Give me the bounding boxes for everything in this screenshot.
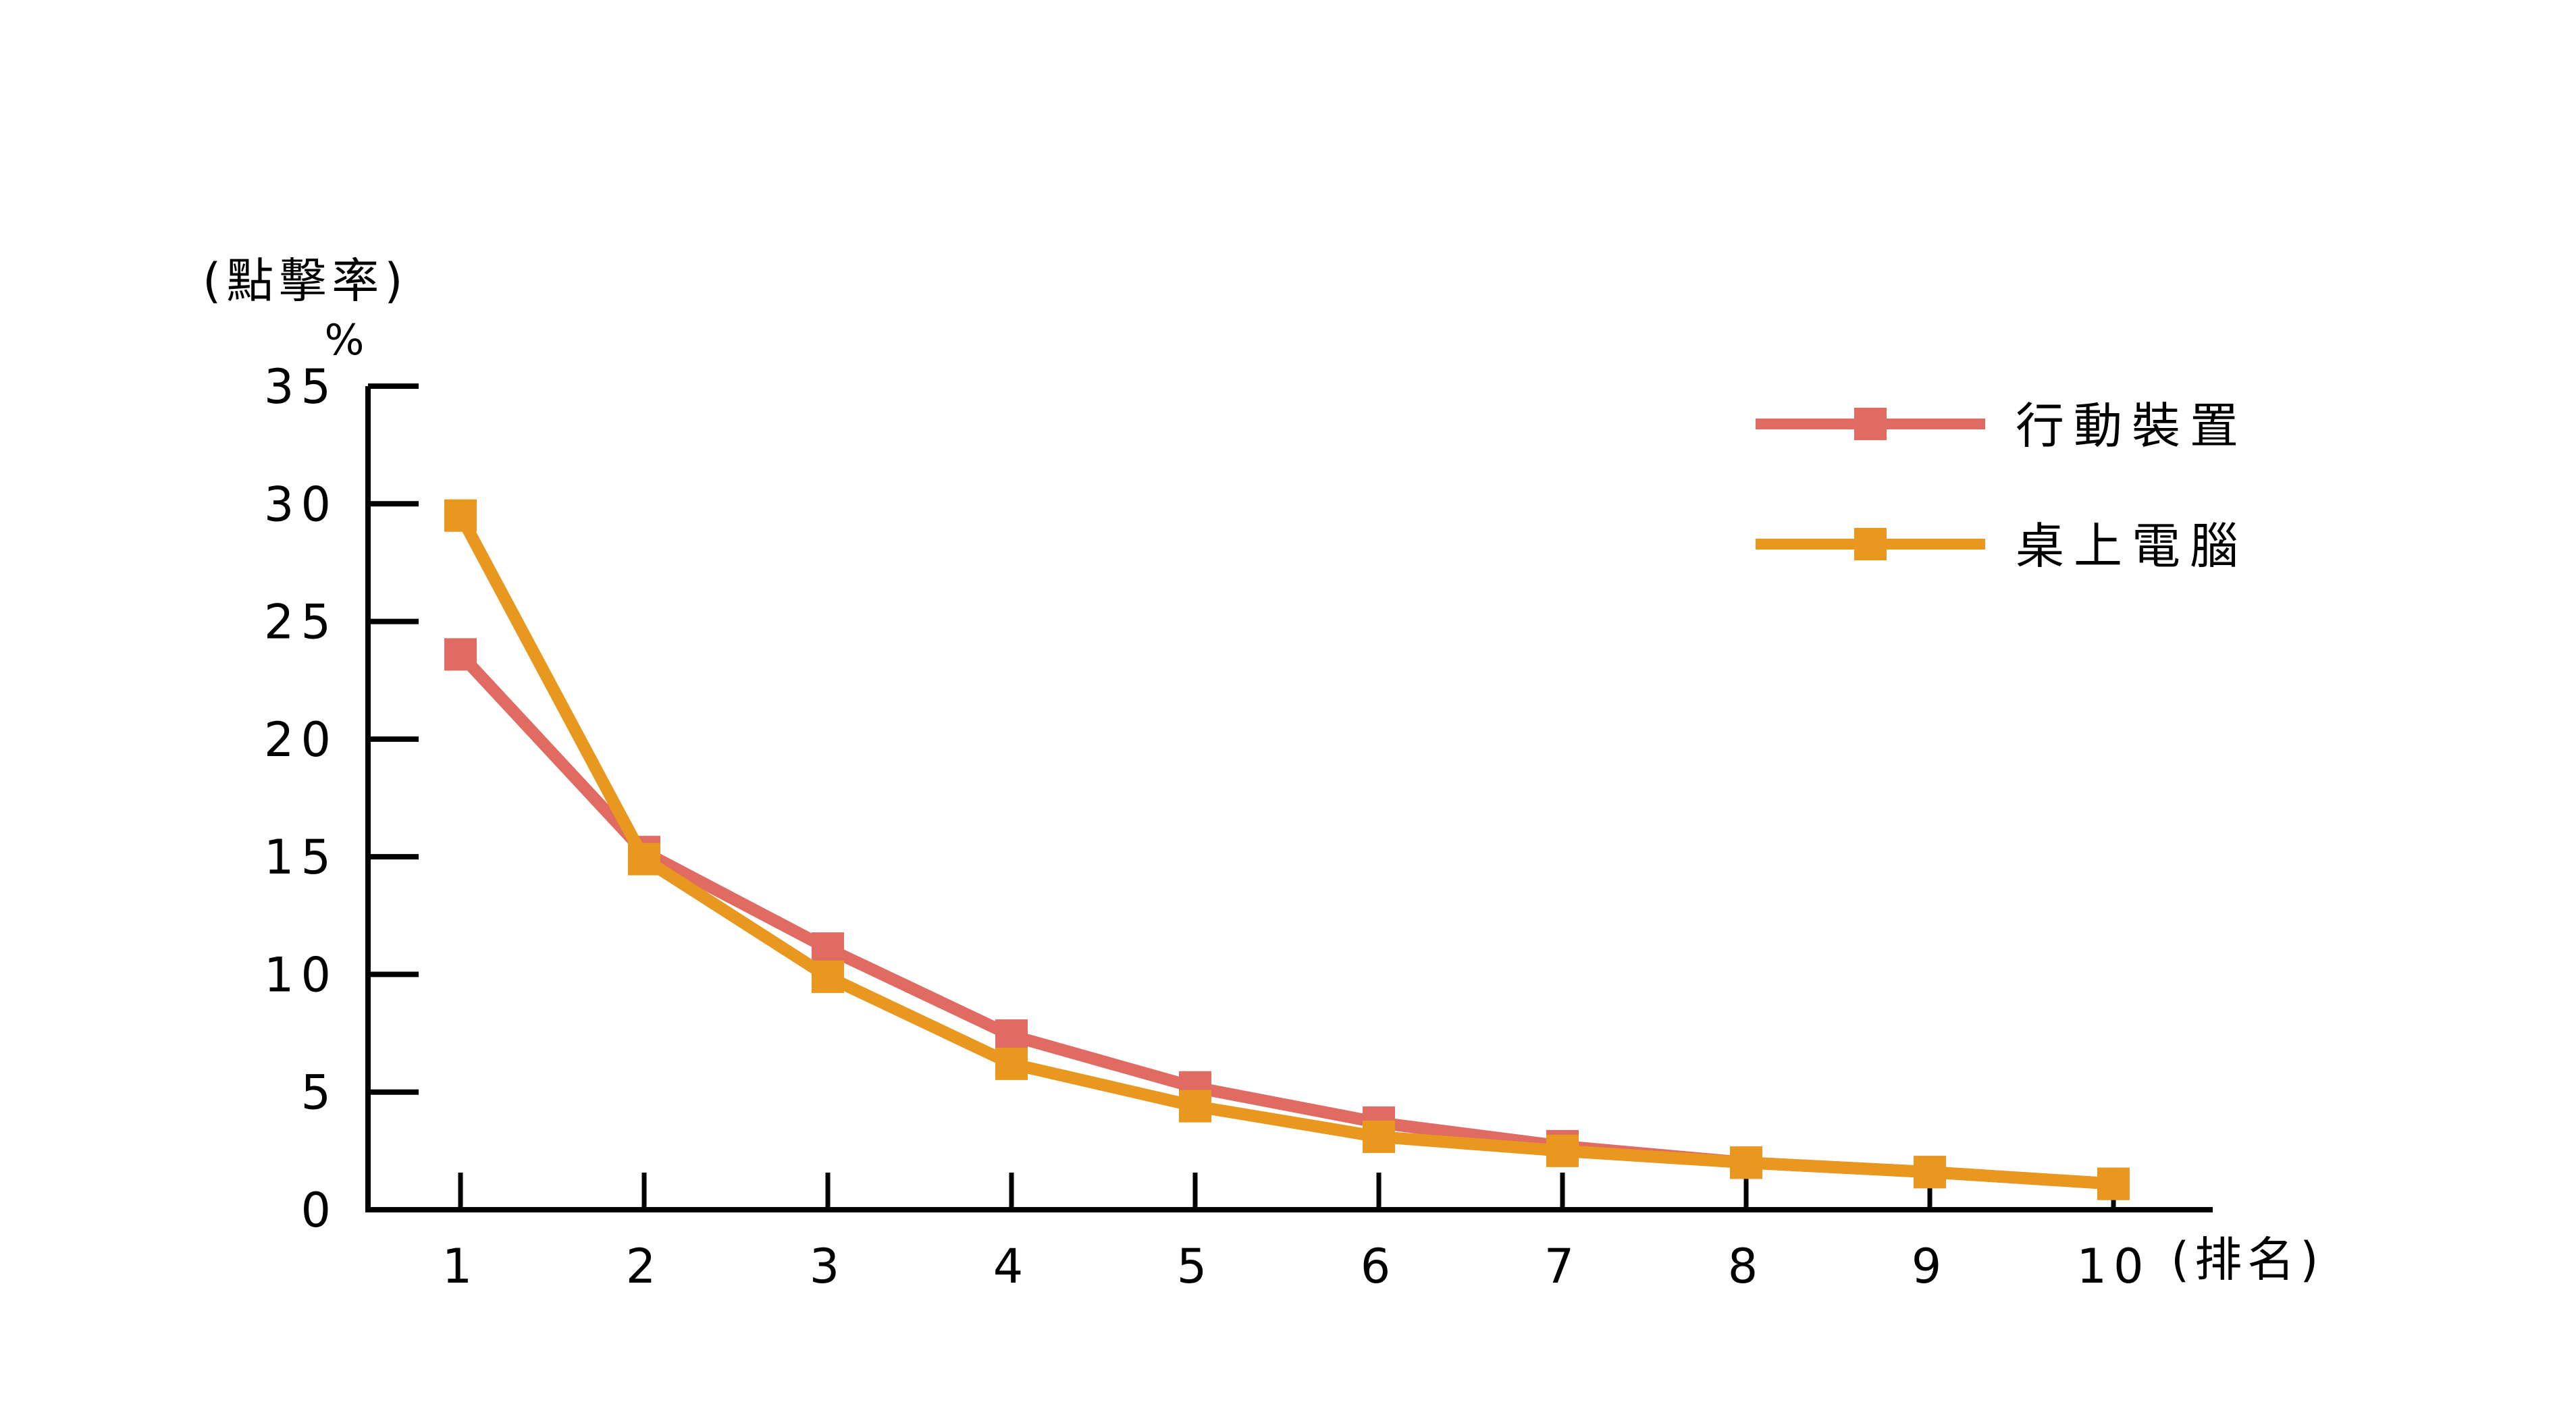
data-point <box>1363 1120 1395 1153</box>
data-point <box>1730 1146 1762 1179</box>
data-point <box>2097 1167 2130 1200</box>
data-point <box>812 932 844 965</box>
y-tick-label: 25 <box>264 595 338 650</box>
x-tick-label: 3 <box>810 1239 847 1294</box>
legend-label: 桌上電腦 <box>2016 518 2248 574</box>
legend-marker <box>1854 408 1887 440</box>
y-axis-unit: % <box>325 315 365 365</box>
y-tick-label: 0 <box>300 1183 338 1238</box>
y-tick-label: 30 <box>264 477 338 532</box>
x-tick-label: 10 <box>2076 1239 2150 1294</box>
y-axis-label: (點擊率) <box>203 253 409 309</box>
data-point <box>1914 1156 1946 1189</box>
x-tick-label: 7 <box>1544 1239 1581 1294</box>
y-tick-label: 15 <box>264 830 338 885</box>
legend-label: 行動裝置 <box>2016 398 2248 454</box>
x-tick-label: 2 <box>626 1239 663 1294</box>
y-tick-label: 5 <box>300 1065 338 1121</box>
x-tick-label: 8 <box>1728 1239 1765 1294</box>
data-point <box>1546 1134 1579 1167</box>
y-tick-label: 35 <box>264 359 338 414</box>
data-point <box>995 1019 1028 1052</box>
x-tick-label: 5 <box>1177 1239 1214 1294</box>
data-point <box>995 1047 1028 1080</box>
y-tick-label: 20 <box>264 712 338 768</box>
data-point <box>628 842 660 876</box>
legend-marker <box>1854 528 1887 560</box>
x-tick-label: 6 <box>1361 1239 1398 1294</box>
data-point <box>444 638 477 671</box>
x-tick-label: 4 <box>993 1239 1030 1294</box>
y-tick-label: 10 <box>264 947 338 1002</box>
x-axis-label: (排名) <box>2171 1232 2324 1287</box>
x-tick-label: 9 <box>1912 1239 1949 1294</box>
series-line <box>456 650 2114 1190</box>
data-point <box>812 960 844 993</box>
x-tick-label: 1 <box>442 1239 479 1294</box>
series-line <box>455 512 2114 1190</box>
data-point <box>444 499 477 532</box>
data-point <box>1179 1090 1211 1123</box>
